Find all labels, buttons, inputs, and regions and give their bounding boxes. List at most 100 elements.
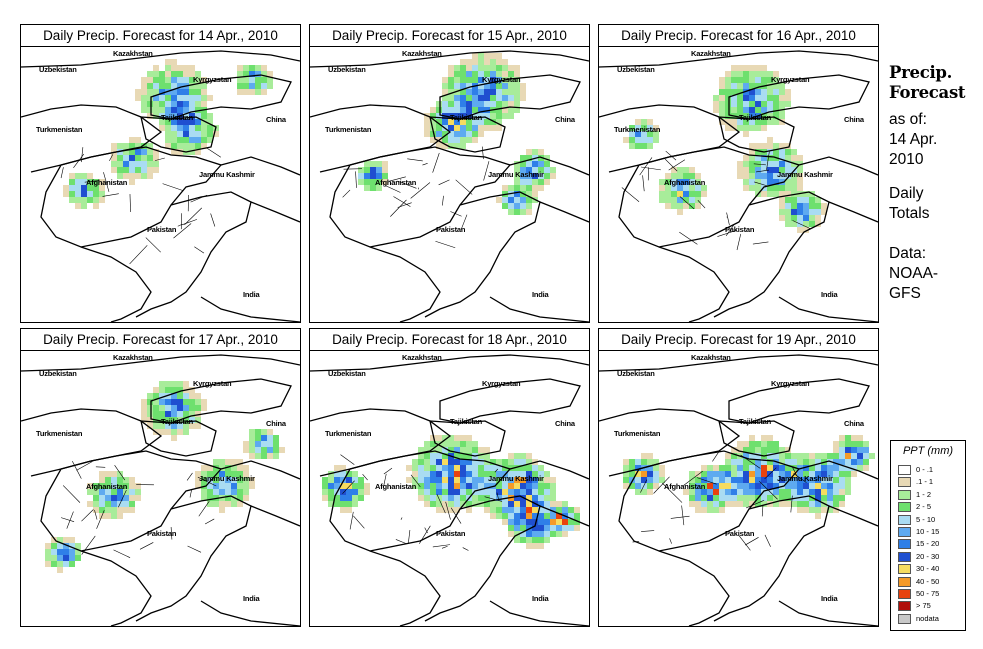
label-kazakhstan: Kazakhstan [113, 353, 153, 362]
label-afghanistan: Afghanistan [375, 482, 417, 491]
legend-label: 50 - 75 [916, 589, 940, 598]
legend-swatch [898, 551, 911, 562]
label-india: India [821, 290, 838, 299]
panel-title: Daily Precip. Forecast for 15 Apr., 2010 [310, 25, 589, 47]
label-afghanistan: Afghanistan [664, 178, 706, 187]
label-india: India [243, 290, 260, 299]
panel-title: Daily Precip. Forecast for 14 Apr., 2010 [21, 25, 300, 47]
label-kazakhstan: Kazakhstan [402, 353, 442, 362]
label-turkmenistan: Turkmenistan [36, 125, 83, 134]
label-jammu-kashmir: Jammu Kashmir [488, 474, 544, 483]
forecast-panel-3: Daily Precip. Forecast for 17 Apr., 2010… [20, 328, 301, 627]
legend-label: 15 - 20 [916, 539, 940, 549]
label-kyrgyzstan: Kyrgyzstan [771, 75, 810, 84]
legend-swatch [898, 489, 911, 500]
label-uzbekistan: Uzbekistan [617, 369, 655, 378]
legend-label: 40 - 50 [916, 576, 940, 586]
legend-label: 20 - 30 [916, 551, 940, 561]
precip-map [21, 50, 300, 322]
label-afghanistan: Afghanistan [86, 482, 128, 491]
label-uzbekistan: Uzbekistan [39, 369, 77, 378]
legend-label: 10 - 15 [916, 527, 940, 536]
label-pakistan: Pakistan [725, 529, 755, 538]
daily-totals-note: Daily Totals [889, 184, 930, 224]
precip-map [599, 50, 878, 322]
label-jammu-kashmir: Jammu Kashmir [199, 170, 255, 179]
legend-label: 1 - 2 [916, 489, 932, 499]
legend-label: nodata [916, 613, 939, 623]
legend-label: 5 - 10 [916, 514, 936, 524]
forecast-panel-1: Daily Precip. Forecast for 15 Apr., 2010… [309, 24, 590, 323]
label-tajikistan: Tajikistan [739, 113, 772, 122]
precip-map [21, 354, 300, 626]
label-kazakhstan: Kazakhstan [113, 49, 153, 58]
precip-map [310, 50, 589, 322]
label-uzbekistan: Uzbekistan [328, 369, 366, 378]
as-of-line1: as of: [889, 111, 927, 128]
label-pakistan: Pakistan [725, 225, 755, 234]
data-source-note: Data: NOAA- GFS [889, 244, 938, 304]
label-turkmenistan: Turkmenistan [614, 429, 661, 438]
label-pakistan: Pakistan [436, 225, 466, 234]
label-kazakhstan: Kazakhstan [691, 353, 731, 362]
sidebar-title-line1: Precip. [889, 63, 953, 82]
as-of-date: as of: 14 Apr. 2010 [889, 110, 937, 170]
legend-swatch [898, 576, 911, 587]
label-china: China [555, 115, 575, 124]
sidebar-title: Precip. Forecast [889, 63, 966, 103]
legend-label: 0 - .1 [916, 465, 934, 474]
label-uzbekistan: Uzbekistan [328, 65, 366, 74]
label-china: China [844, 419, 864, 428]
forecast-panel-5: Daily Precip. Forecast for 19 Apr., 2010… [598, 328, 879, 627]
legend-label: 30 - 40 [916, 564, 940, 574]
label-tajikistan: Tajikistan [161, 417, 194, 426]
label-jammu-kashmir: Jammu Kashmir [777, 474, 833, 483]
label-afghanistan: Afghanistan [375, 178, 417, 187]
label-jammu-kashmir: Jammu Kashmir [199, 474, 255, 483]
label-uzbekistan: Uzbekistan [617, 65, 655, 74]
data-line1: Data: [889, 245, 927, 262]
legend-swatch [898, 539, 911, 550]
legend-swatch [898, 465, 911, 475]
label-china: China [266, 419, 286, 428]
data-line3: GFS [889, 285, 921, 302]
label-kyrgyzstan: Kyrgyzstan [771, 379, 810, 388]
label-kyrgyzstan: Kyrgyzstan [193, 75, 232, 84]
forecast-panel-4: Daily Precip. Forecast for 18 Apr., 2010… [309, 328, 590, 627]
label-turkmenistan: Turkmenistan [614, 125, 661, 134]
label-china: China [844, 115, 864, 124]
forecast-panel-2: Daily Precip. Forecast for 16 Apr., 2010… [598, 24, 879, 323]
label-india: India [532, 594, 549, 603]
label-turkmenistan: Turkmenistan [325, 125, 372, 134]
label-pakistan: Pakistan [147, 529, 177, 538]
legend-label: .1 - 1 [916, 477, 934, 487]
label-turkmenistan: Turkmenistan [36, 429, 83, 438]
label-afghanistan: Afghanistan [664, 482, 706, 491]
label-kyrgyzstan: Kyrgyzstan [482, 75, 521, 84]
legend-swatch [898, 613, 911, 624]
legend-swatch [898, 601, 911, 612]
sidebar-title-line2: Forecast [889, 83, 966, 102]
panel-title: Daily Precip. Forecast for 16 Apr., 2010 [599, 25, 878, 47]
label-pakistan: Pakistan [436, 529, 466, 538]
label-tajikistan: Tajikistan [739, 417, 772, 426]
legend-title: PPT (mm) [902, 445, 954, 457]
label-kazakhstan: Kazakhstan [691, 49, 731, 58]
forecast-panel-0: Daily Precip. Forecast for 14 Apr., 2010… [20, 24, 301, 323]
label-india: India [821, 594, 838, 603]
data-line2: NOAA- [889, 265, 939, 282]
label-jammu-kashmir: Jammu Kashmir [777, 170, 833, 179]
label-india: India [243, 594, 260, 603]
label-pakistan: Pakistan [147, 225, 177, 234]
totals-line2: Totals [889, 205, 930, 222]
label-kyrgyzstan: Kyrgyzstan [482, 379, 521, 388]
legend-swatch [898, 564, 911, 575]
panel-title: Daily Precip. Forecast for 18 Apr., 2010 [310, 329, 589, 351]
label-kyrgyzstan: Kyrgyzstan [193, 379, 232, 388]
panel-title: Daily Precip. Forecast for 19 Apr., 2010 [599, 329, 878, 351]
label-china: China [555, 419, 575, 428]
legend-swatch [898, 514, 911, 525]
legend-label: 2 - 5 [916, 502, 932, 512]
legend-swatch [898, 502, 911, 513]
legend-swatch [898, 527, 911, 537]
